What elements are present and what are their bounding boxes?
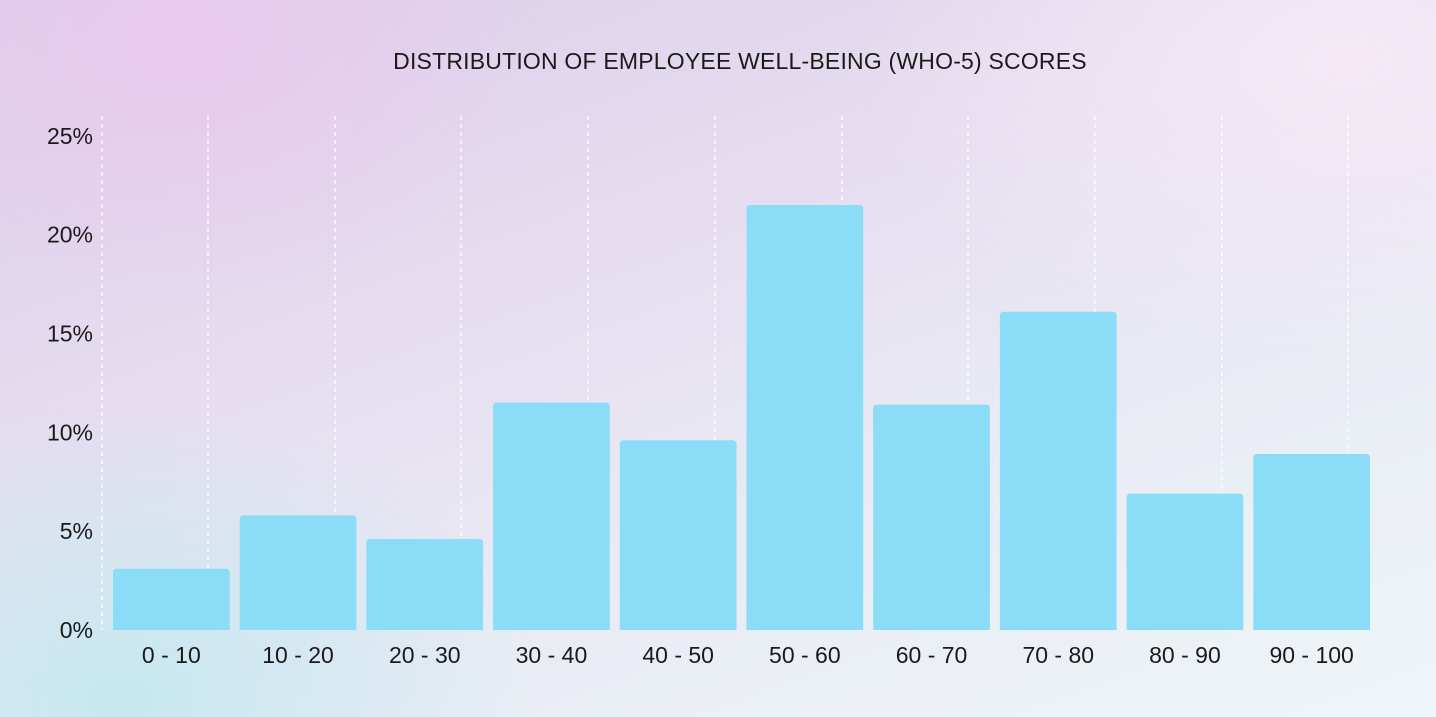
y-tick-label: 25% [47,123,93,149]
x-tick-label: 30 - 40 [516,642,588,668]
x-tick-label: 0 - 10 [142,642,201,668]
chart-title: DISTRIBUTION OF EMPLOYEE WELL-BEING (WHO… [393,48,1087,74]
bar [1253,454,1370,630]
y-tick-label: 0% [60,617,93,643]
x-tick-label: 40 - 50 [642,642,714,668]
x-tick-label: 50 - 60 [769,642,841,668]
y-tick-label: 15% [47,320,93,346]
x-tick-label: 70 - 80 [1022,642,1094,668]
x-tick-label: 80 - 90 [1149,642,1221,668]
bar [493,402,610,630]
bar [746,204,864,630]
x-tick-label: 60 - 70 [896,642,968,668]
x-axis-ticks: 0 - 10 10 - 20 20 - 30 30 - 40 40 - 50 50 - 6… [142,642,1354,668]
x-tick-label: 20 - 30 [389,642,461,668]
y-axis-ticks: 0% 5% 10% 15% 20% 25% [47,123,93,643]
bar [239,515,357,630]
x-tick-label: 10 - 20 [262,642,334,668]
bar [113,568,230,630]
y-tick-label: 10% [47,419,93,445]
bar [873,404,990,630]
y-tick-label: 20% [47,222,93,248]
bar [999,311,1117,630]
bar [1126,493,1244,630]
bars [113,204,1370,630]
bar [366,539,484,630]
bar [619,440,737,630]
y-tick-label: 5% [60,518,93,544]
x-tick-label: 90 - 100 [1269,642,1353,668]
